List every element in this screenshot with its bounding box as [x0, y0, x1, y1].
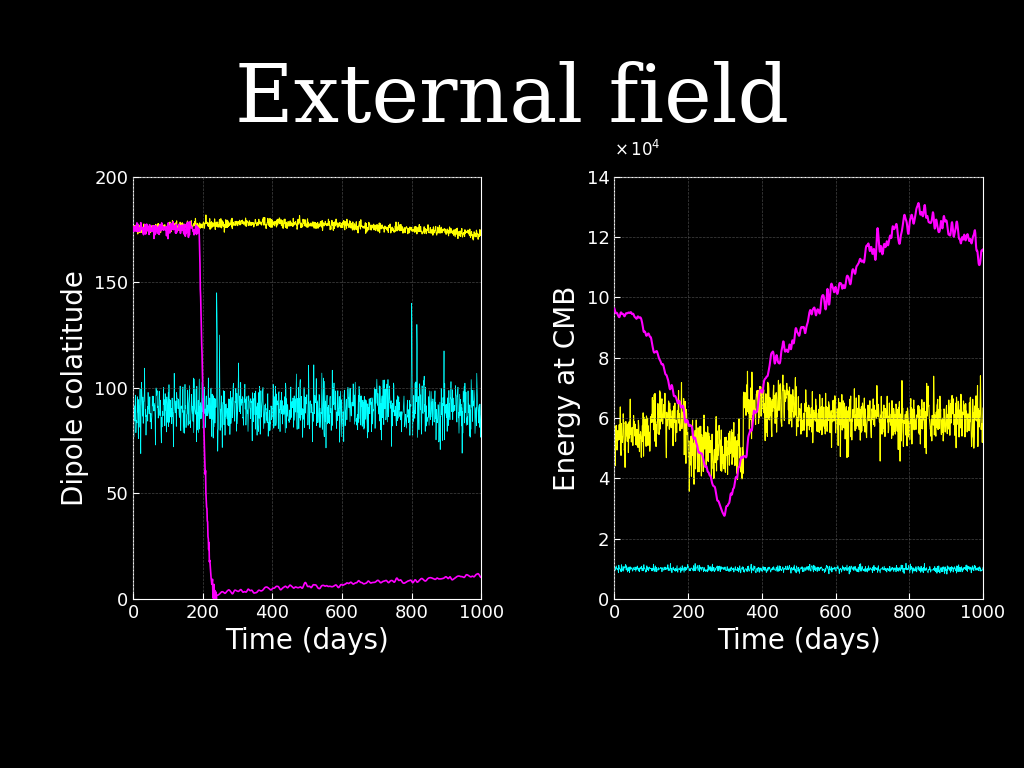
- Text: $\times\,10^4$: $\times\,10^4$: [614, 140, 662, 160]
- X-axis label: Time (days): Time (days): [225, 627, 389, 655]
- X-axis label: Time (days): Time (days): [717, 627, 881, 655]
- Y-axis label: Dipole colatitude: Dipole colatitude: [60, 270, 89, 506]
- Y-axis label: Energy at CMB: Energy at CMB: [553, 285, 581, 491]
- Text: External field: External field: [234, 61, 790, 139]
